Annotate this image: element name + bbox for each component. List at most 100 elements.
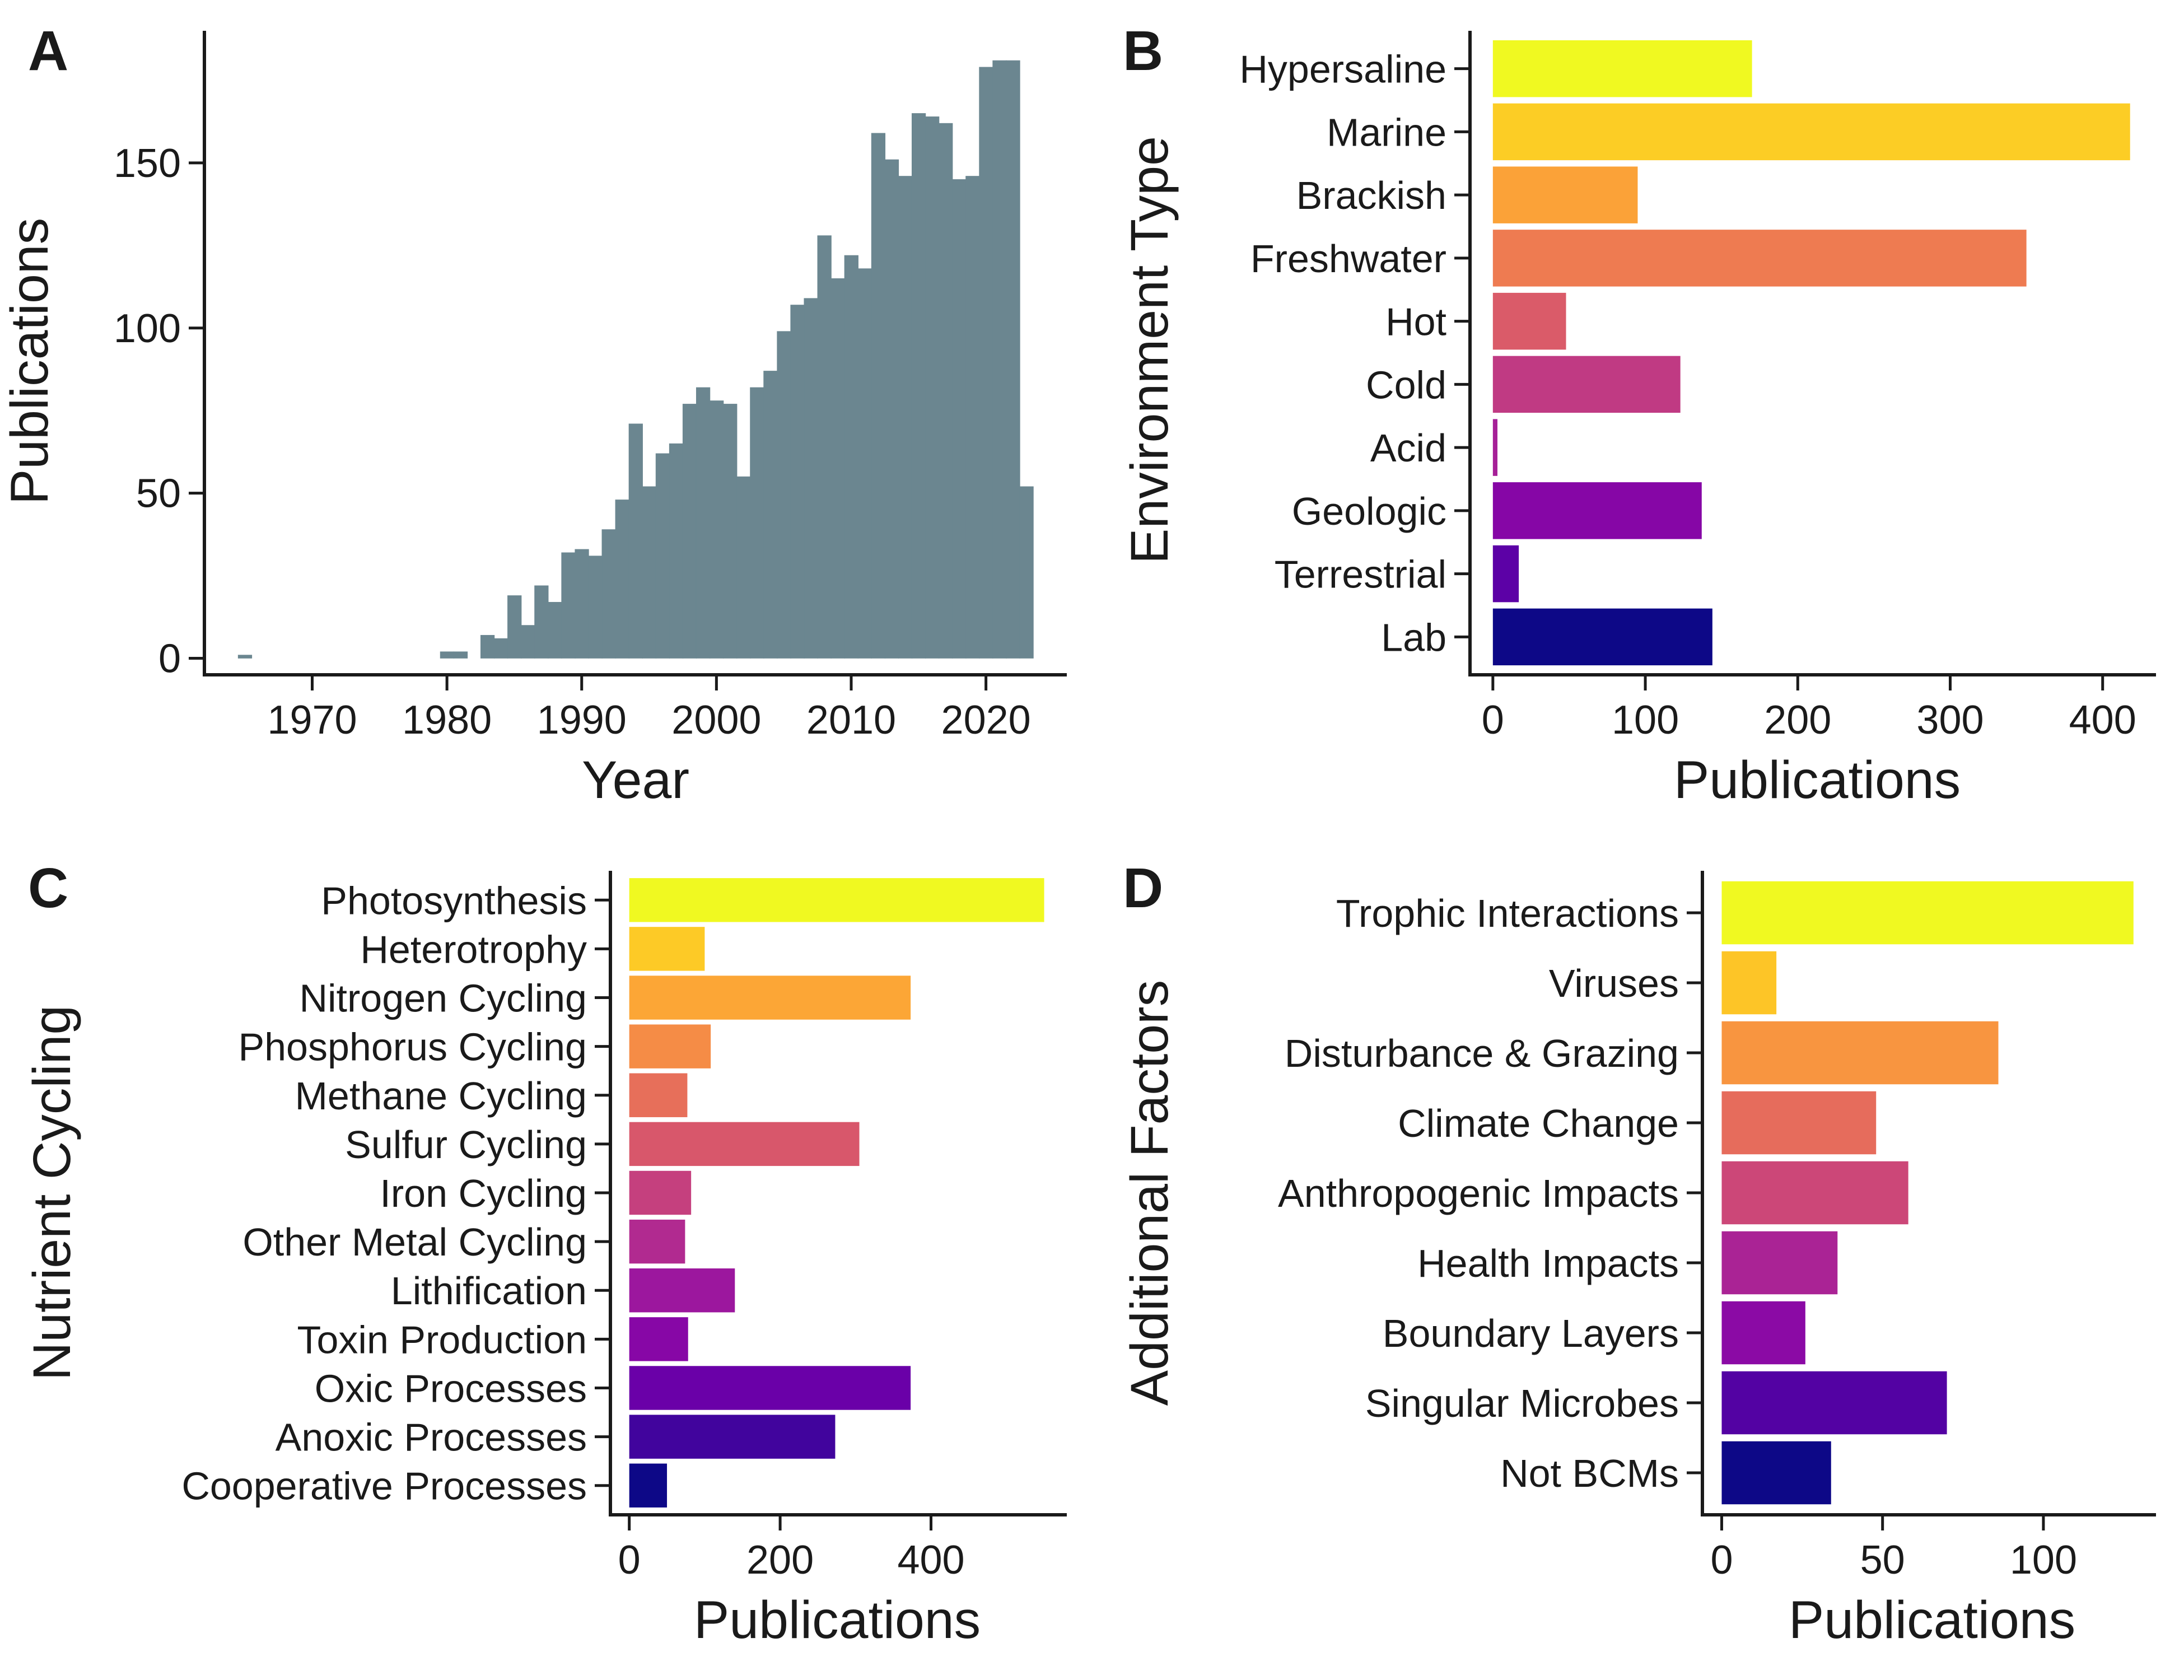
bar-1986 — [521, 625, 535, 659]
category-label: Photosynthesis — [321, 879, 587, 922]
bar-sulfur-cycling — [629, 1122, 860, 1166]
bar-2003 — [750, 387, 764, 659]
category-label: Singular Microbes — [1365, 1382, 1679, 1425]
bar-1988 — [548, 601, 562, 659]
x-tick-label: 2020 — [941, 698, 1031, 743]
y-tick-label: 100 — [114, 306, 181, 351]
bar-lithification — [629, 1268, 735, 1313]
bar-2011 — [857, 268, 872, 659]
bar-terrestrial — [1492, 545, 1519, 603]
category-label: Anthropogenic Impacts — [1278, 1172, 1679, 1215]
bar-2009 — [830, 278, 845, 659]
bar-2002 — [736, 476, 751, 659]
x-tick-label: 1990 — [537, 698, 627, 743]
x-tick-label: 300 — [1916, 698, 1984, 743]
bar-1990 — [575, 549, 589, 659]
bar-2021 — [992, 60, 1007, 659]
panel-d: D Publications Additional Factors 0 50 100 Tro… — [1120, 857, 2156, 1650]
bar-iron-cycling — [629, 1170, 692, 1215]
bar-1999 — [696, 387, 711, 659]
y-axis-title: Nutrient Cycling — [22, 1005, 82, 1381]
bar-2008 — [817, 235, 832, 659]
category-label: Phosphorus Cycling — [238, 1025, 587, 1069]
category-label: Health Impacts — [1417, 1242, 1679, 1285]
category-label: Marine — [1327, 110, 1446, 154]
y-axis-title: Publications — [0, 218, 59, 505]
panel-letter-d: D — [1123, 857, 1163, 920]
y-tick-label: 150 — [114, 141, 181, 186]
y-axis-title: Additional Factors — [1120, 980, 1179, 1406]
bar-1980 — [440, 651, 455, 659]
panel-a: A Year Publications 0 50 100 150 1970 1980 1990 20… — [0, 20, 1067, 810]
bar-cooperative-processes — [629, 1463, 668, 1508]
bar-1996 — [655, 453, 670, 659]
y-axis-title: Environment Type — [1120, 136, 1179, 564]
x-tick-label: 1980 — [402, 698, 492, 743]
category-label: Hypersaline — [1239, 48, 1446, 91]
bar-2013 — [884, 159, 899, 659]
bar-health-impacts — [1721, 1231, 1838, 1295]
bar-1993 — [615, 500, 629, 659]
bar-2005 — [777, 331, 791, 659]
bar-heterotrophy — [629, 927, 705, 971]
x-axis-title: Publications — [694, 1590, 981, 1650]
bar-1985 — [507, 595, 522, 659]
bar-1995 — [642, 486, 656, 659]
bar-hot — [1492, 292, 1566, 350]
bar-2014 — [898, 176, 913, 659]
x-tick-label: 400 — [897, 1538, 964, 1583]
x-tick-label: 0 — [1482, 698, 1504, 743]
bar-2010 — [844, 255, 858, 659]
panel-letter-b: B — [1123, 20, 1163, 82]
bar-oxic-processes — [629, 1366, 911, 1410]
bar-1984 — [494, 638, 508, 659]
bar-1991 — [588, 556, 603, 659]
category-label: Oxic Processes — [315, 1366, 587, 1410]
x-tick-label: 400 — [2069, 698, 2136, 743]
category-label: Cooperative Processes — [181, 1464, 587, 1508]
x-axis-title: Publications — [1789, 1590, 2075, 1650]
bar-1994 — [628, 423, 643, 659]
bar-1981 — [453, 651, 468, 659]
x-tick-label: 200 — [746, 1538, 814, 1583]
panel-c: C Publications Nutrient Cycling 0 200 400 Phot… — [22, 857, 1067, 1650]
x-tick-label: 100 — [1612, 698, 1679, 743]
bar-not-bcms — [1721, 1441, 1831, 1505]
category-label: Climate Change — [1398, 1102, 1679, 1145]
bar-2016 — [925, 116, 940, 659]
bar-1965 — [237, 655, 253, 659]
bar-2018 — [952, 179, 967, 659]
bar-marine — [1492, 103, 2130, 161]
x-tick-label: 0 — [1710, 1538, 1733, 1583]
bar-phosphorus-cycling — [629, 1024, 711, 1068]
bar-2022 — [1006, 60, 1020, 659]
bar-2019 — [965, 176, 980, 659]
bar-cold — [1492, 356, 1681, 413]
bar-photosynthesis — [629, 878, 1044, 922]
bar-2007 — [804, 298, 818, 659]
x-axis-title: Year — [582, 750, 689, 810]
x-tick-label: 50 — [1860, 1538, 1905, 1583]
category-label: Viruses — [1549, 962, 1679, 1005]
category-label: Hot — [1385, 300, 1446, 344]
category-label: Freshwater — [1250, 237, 1446, 281]
category-label: Anoxic Processes — [276, 1416, 587, 1459]
bar-climate-change — [1721, 1091, 1877, 1155]
bar-lab — [1492, 608, 1712, 666]
bar-boundary-layers — [1721, 1301, 1805, 1365]
category-label: Boundary Layers — [1383, 1312, 1679, 1355]
bar-2015 — [911, 113, 926, 659]
bar-freshwater — [1492, 230, 2027, 287]
category-label: Methane Cycling — [295, 1074, 587, 1118]
bar-singular-microbes — [1721, 1371, 1947, 1435]
x-tick-label: 200 — [1764, 698, 1831, 743]
bar-viruses — [1721, 951, 1777, 1015]
category-label: Terrestrial — [1275, 553, 1446, 596]
x-tick-label: 2000 — [671, 698, 761, 743]
category-label: Nitrogen Cycling — [299, 977, 587, 1020]
bar-2012 — [871, 133, 886, 659]
bar-hypersaline — [1492, 40, 1752, 97]
bar-disturbance-grazing — [1721, 1021, 1999, 1085]
bar-2023 — [1019, 486, 1034, 659]
